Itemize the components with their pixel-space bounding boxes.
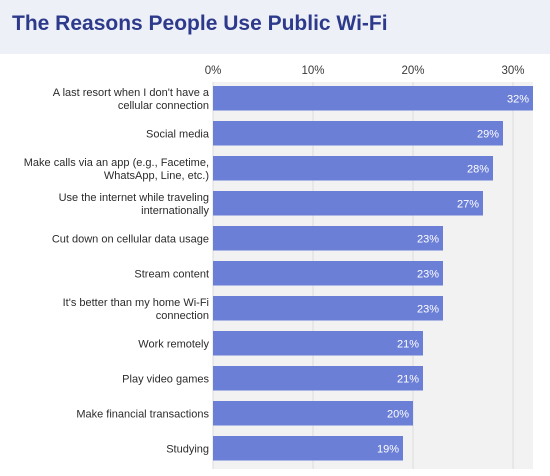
bar bbox=[213, 261, 443, 286]
bar-value-label: 21% bbox=[397, 373, 419, 385]
bar bbox=[213, 156, 493, 181]
x-tick-label: 20% bbox=[401, 65, 424, 77]
title-bar: The Reasons People Use Public Wi-Fi bbox=[0, 0, 550, 54]
chart-title: The Reasons People Use Public Wi-Fi bbox=[12, 12, 388, 35]
bar bbox=[213, 366, 423, 391]
category-label: Studying bbox=[166, 443, 209, 455]
x-tick-label: 0% bbox=[205, 65, 222, 77]
bar-value-label: 23% bbox=[417, 233, 439, 245]
bar-value-label: 19% bbox=[377, 443, 399, 455]
bar bbox=[213, 191, 483, 216]
bar bbox=[213, 436, 403, 461]
category-label: Use the internet while traveling internat… bbox=[59, 192, 210, 217]
bar-value-label: 32% bbox=[507, 93, 529, 105]
bar-value-label: 27% bbox=[457, 198, 479, 210]
bar bbox=[213, 401, 413, 426]
category-label: Make financial transactions bbox=[76, 408, 209, 420]
category-label: Stream content bbox=[134, 268, 209, 280]
category-label: A last resort when I don't have a cellula… bbox=[53, 87, 210, 112]
category-label: Make calls via an app (e.g., Facetime, Wh… bbox=[24, 157, 209, 182]
bar-value-label: 23% bbox=[417, 268, 439, 280]
category-label: Work remotely bbox=[138, 338, 209, 350]
bar bbox=[213, 86, 533, 111]
bar bbox=[213, 331, 423, 356]
category-label: Play video games bbox=[122, 373, 209, 385]
bar-value-label: 28% bbox=[467, 163, 489, 175]
bar bbox=[213, 121, 503, 146]
bar bbox=[213, 296, 443, 321]
bar-chart: 0% 10% 20% 30% 32% A last resort when I don't… bbox=[24, 65, 533, 469]
bar-value-label: 29% bbox=[477, 128, 499, 140]
bar-value-label: 20% bbox=[387, 408, 409, 420]
x-tick-label: 10% bbox=[301, 65, 324, 77]
category-label: It's better than my home Wi-Fi connection bbox=[63, 297, 209, 322]
bar-value-label: 21% bbox=[397, 338, 419, 350]
x-tick-label: 30% bbox=[501, 65, 524, 77]
category-label: Social media bbox=[146, 128, 210, 140]
bar bbox=[213, 226, 443, 251]
bar-value-label: 23% bbox=[417, 303, 439, 315]
category-label: Cut down on cellular data usage bbox=[52, 233, 209, 245]
